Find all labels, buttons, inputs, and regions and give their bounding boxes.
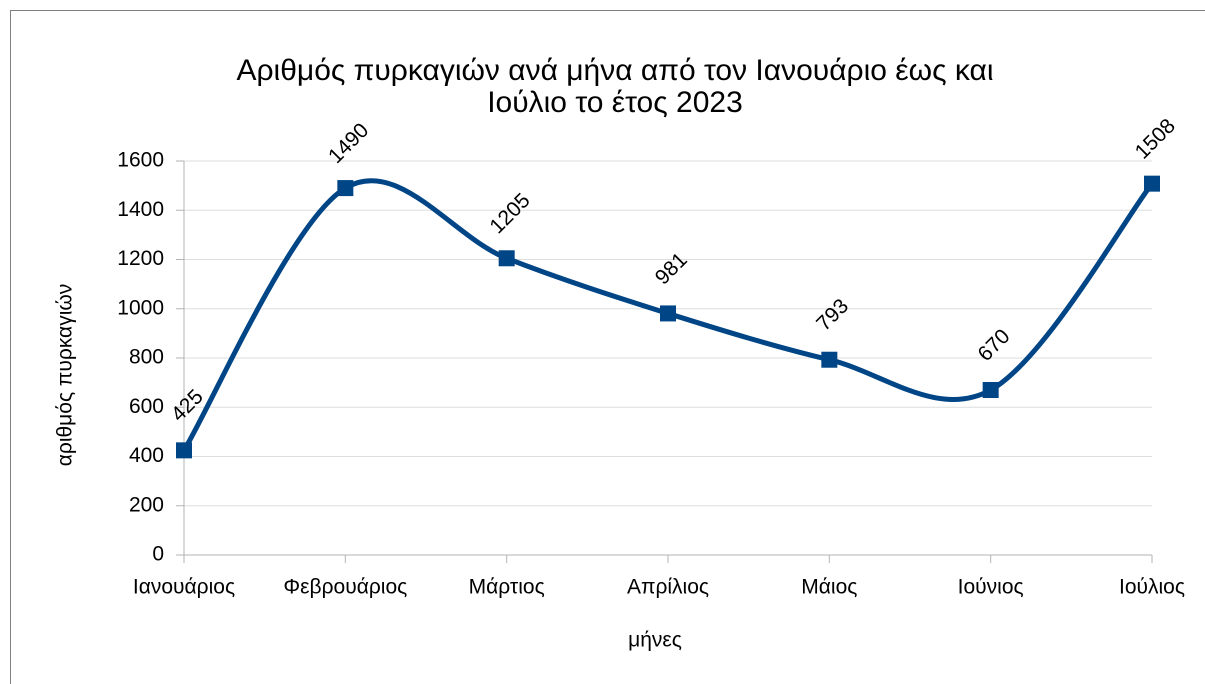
y-tick-label: 600 [129,395,164,418]
y-tick-label: 800 [129,346,164,369]
data-point [176,442,192,459]
y-tick-label: 400 [129,444,164,467]
chart-frame [10,10,1205,684]
x-tick-label: Ιανουάριος [133,576,235,599]
x-tick-label: Απρίλιος [627,576,709,599]
data-point [498,250,515,267]
x-tick-label: Φεβρουάριος [283,576,407,599]
data-point [660,305,676,322]
y-tick-label: 200 [129,493,164,516]
y-tick-label: 1400 [117,198,164,221]
x-tick-label: Ιούνιος [958,576,1024,599]
chart-subtitle: Ιούλιο το έτος 2023 [487,86,743,119]
y-tick-label: 0 [152,543,164,566]
data-point [821,351,838,368]
x-axis-label: μήνες [628,629,682,652]
x-tick-label: Μάρτιος [469,576,545,599]
y-tick-label: 1000 [117,296,164,319]
y-tick-label: 1600 [117,149,164,172]
chart-title: Αριθμός πυρκαγιών ανά μήνα από τον Ιανου… [236,54,993,87]
x-tick-label: Ιούλιος [1119,576,1185,599]
data-point [1144,175,1160,192]
y-axis-label: αριθμός πυρκαγιών [54,284,77,467]
x-tick-label: Μάιος [801,576,857,599]
y-tick-label: 1200 [117,247,164,270]
data-point [337,180,354,197]
data-point [982,382,999,399]
